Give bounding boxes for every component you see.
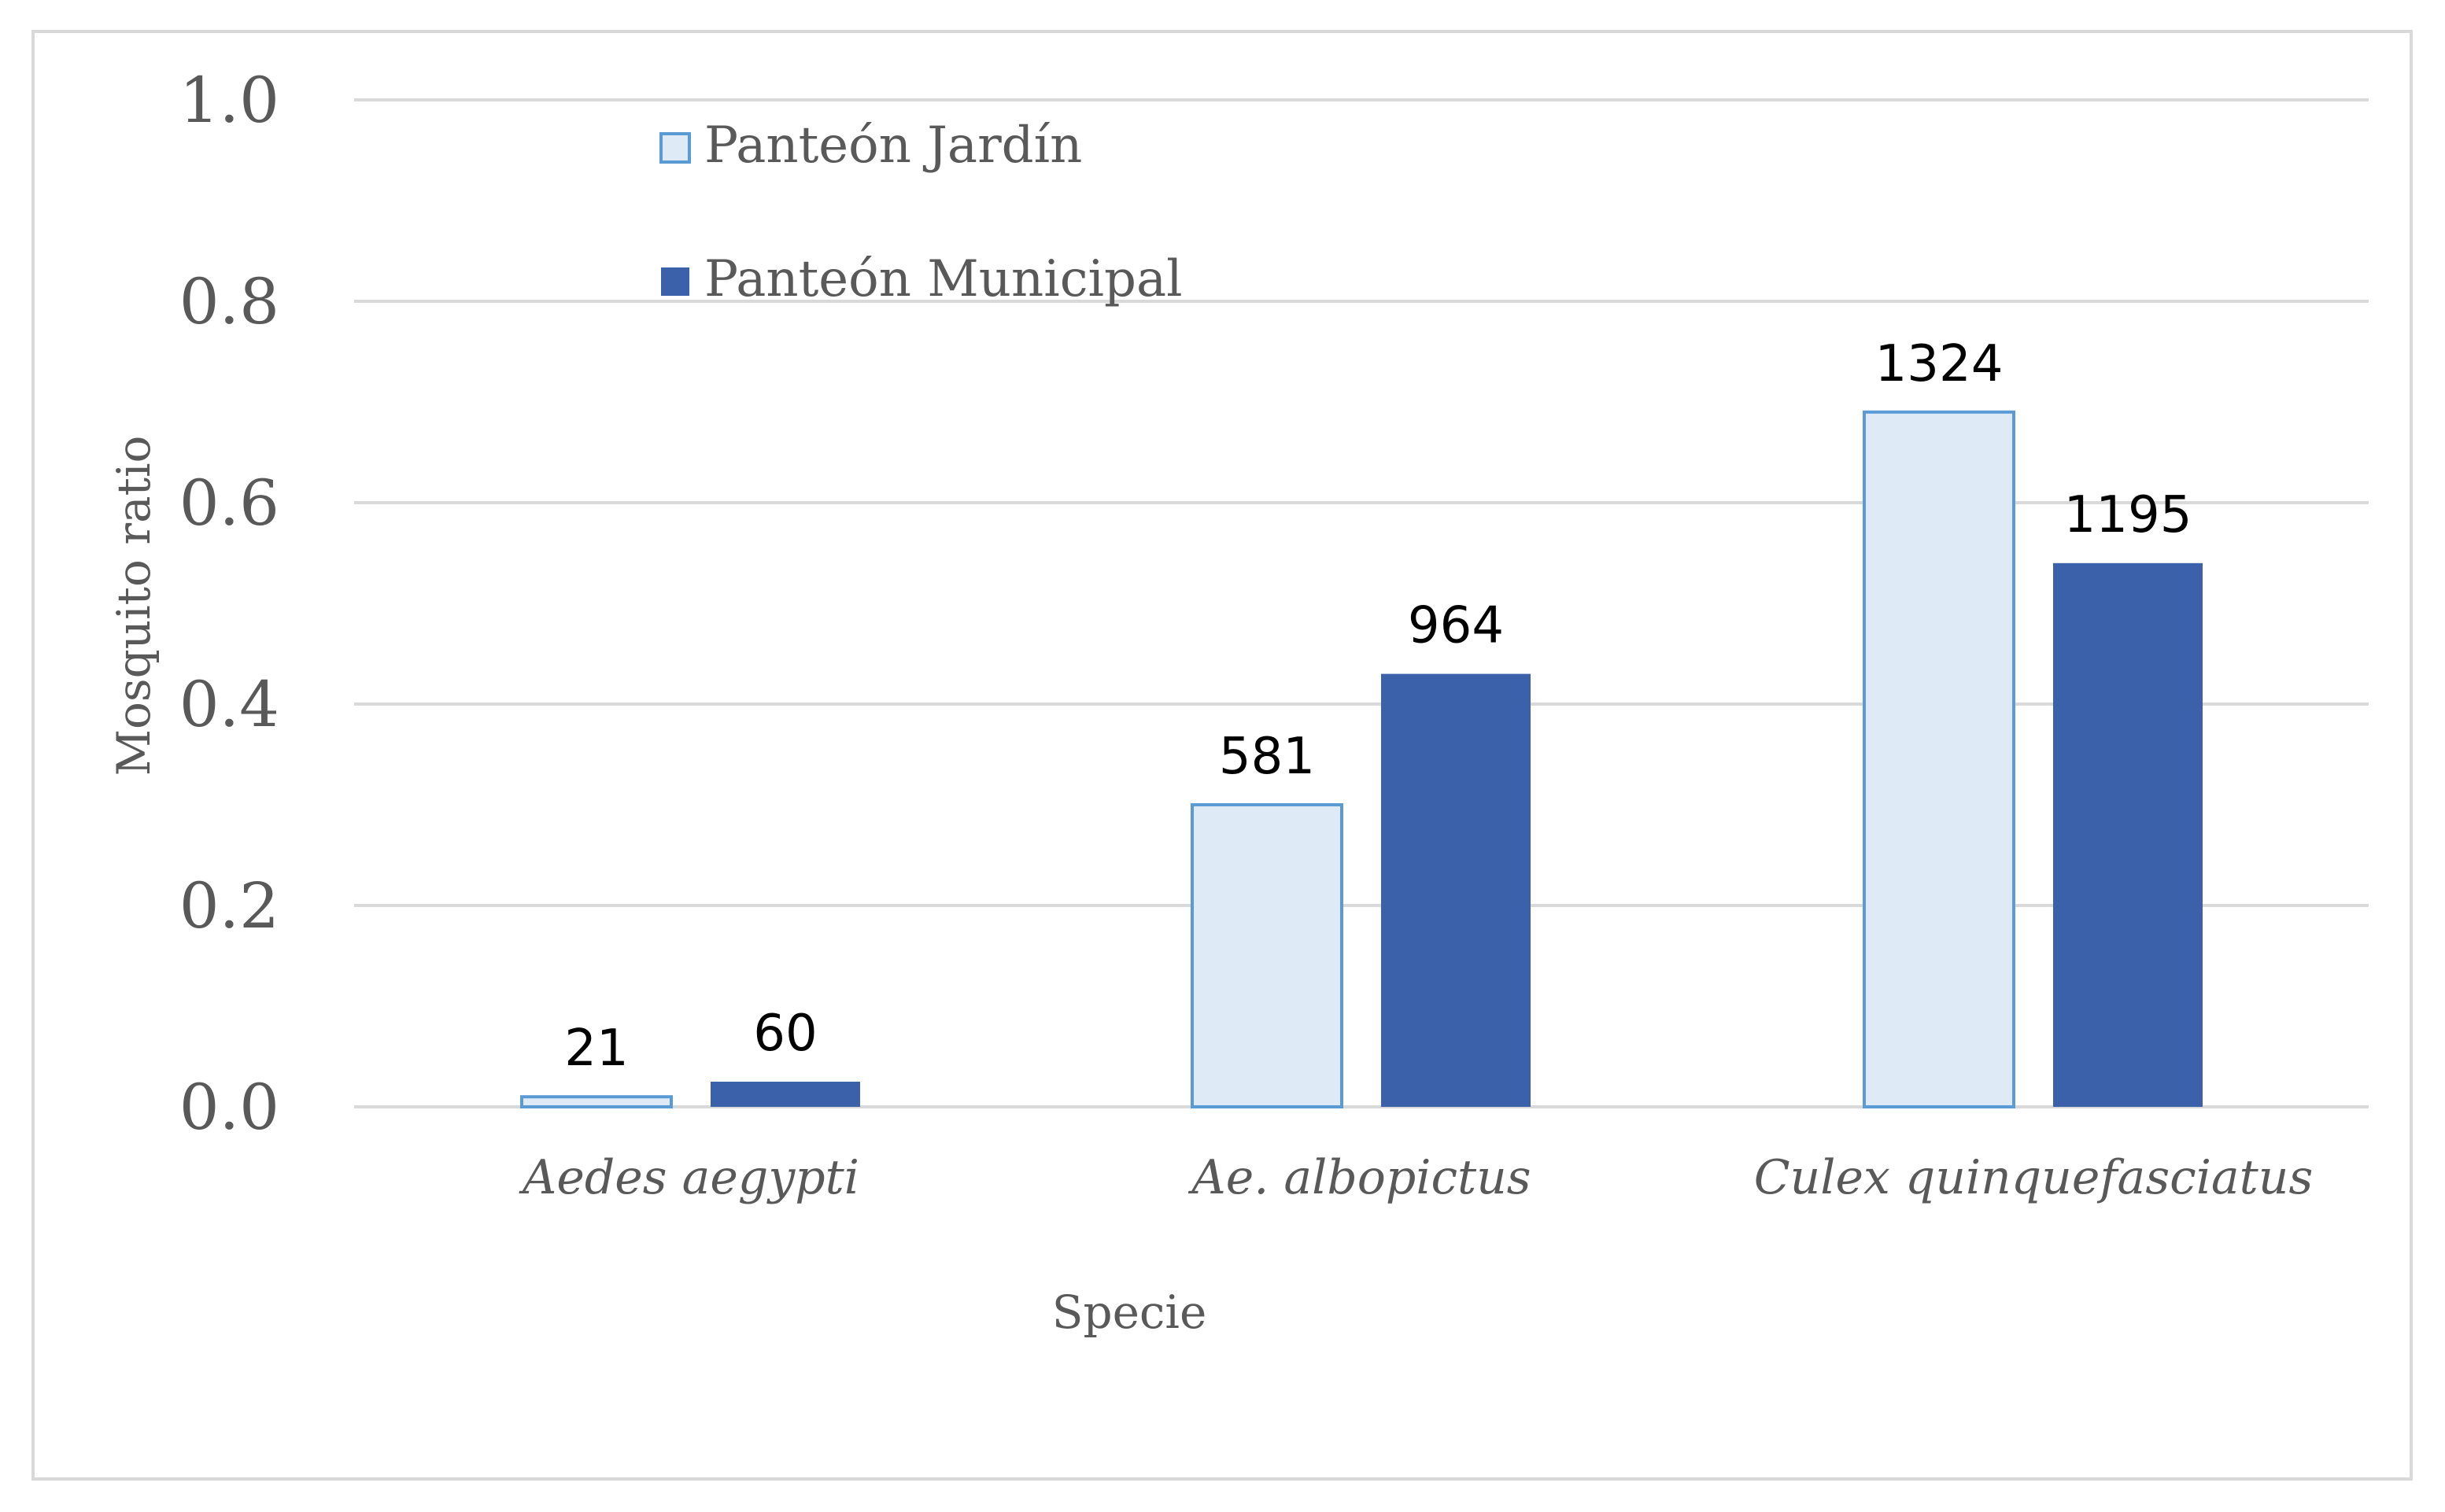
legend-label-municipal: Panteón Municipal <box>704 250 1183 308</box>
y-tick-label: 1.0 <box>179 64 279 137</box>
data-label: 1324 <box>1875 335 2004 393</box>
bar-jardin <box>1863 410 2015 1108</box>
bar-municipal <box>2053 562 2203 1107</box>
x-axis-categories: Aedes aegypti Ae. albopictus Culex quinque… <box>519 1150 2313 1205</box>
chart-frame <box>31 30 2413 1481</box>
y-tick-label: 0.4 <box>179 668 279 741</box>
legend-swatch-jardin <box>659 132 691 164</box>
y-axis-ticks: 0.0 0.2 0.4 0.6 0.8 1.0 <box>179 64 279 1144</box>
data-label: 581 <box>1219 728 1315 786</box>
data-label: 964 <box>1408 597 1504 655</box>
bar-jardin <box>1191 803 1343 1108</box>
x-category-label: Ae. albopictus <box>1187 1150 1531 1205</box>
data-labels: 21 60 581 964 1324 1195 <box>564 335 2192 1078</box>
y-axis-title: Mosquito ratio <box>107 436 161 776</box>
y-tick-label: 0.8 <box>179 265 279 338</box>
x-axis-title: Specie <box>1052 1285 1207 1339</box>
y-tick-label: 0.0 <box>179 1071 279 1144</box>
data-label: 21 <box>564 1020 628 1078</box>
bar-municipal <box>1381 673 1531 1107</box>
bars <box>520 410 2203 1108</box>
x-category-label: Culex quinquefasciatus <box>1754 1150 2313 1205</box>
data-label: 1195 <box>2064 486 2192 544</box>
y-tick-label: 0.2 <box>179 869 279 942</box>
bar-jardin <box>520 1095 673 1108</box>
legend-swatch-municipal <box>661 267 689 296</box>
data-label: 60 <box>753 1005 817 1063</box>
x-category-label: Aedes aegypti <box>519 1150 859 1205</box>
legend-label-jardin: Panteón Jardín <box>704 116 1082 175</box>
legend: Panteón Jardín Panteón Municipal <box>659 116 1183 308</box>
bar-municipal <box>711 1082 860 1107</box>
y-tick-label: 0.6 <box>179 467 279 540</box>
gridlines <box>354 98 2369 1108</box>
